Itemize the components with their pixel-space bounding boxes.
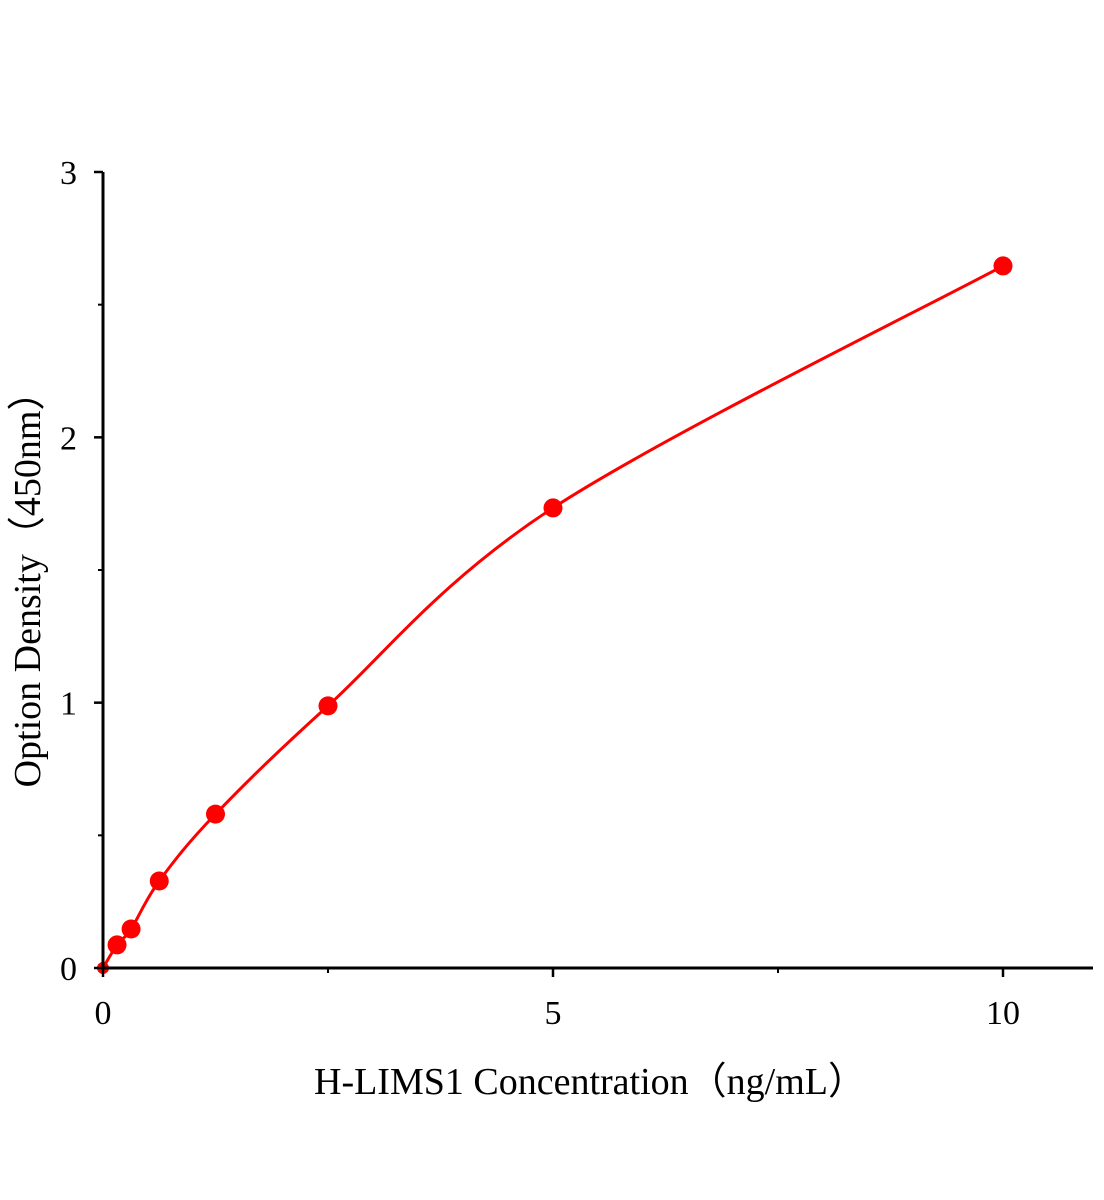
data-point bbox=[318, 696, 338, 716]
y-tick-label: 0 bbox=[60, 951, 77, 988]
fit-curve bbox=[101, 264, 1004, 969]
y-tick-label: 3 bbox=[60, 155, 77, 192]
y-tick-label: 1 bbox=[60, 686, 77, 723]
data-point bbox=[149, 871, 169, 891]
x-tick-label: 5 bbox=[545, 995, 562, 1032]
y-tick-label: 2 bbox=[60, 420, 77, 457]
y-axis-label: Option Density（450nm） bbox=[7, 373, 49, 788]
data-point bbox=[543, 498, 563, 518]
data-point bbox=[993, 256, 1013, 276]
data-point bbox=[206, 804, 225, 824]
data-point bbox=[107, 935, 127, 955]
x-axis-label: H-LIMS1 Concentration（ng/mL） bbox=[314, 1061, 866, 1103]
x-tick-label: 10 bbox=[986, 995, 1020, 1032]
data-point bbox=[121, 919, 141, 939]
x-tick-label: 0 bbox=[95, 995, 112, 1032]
